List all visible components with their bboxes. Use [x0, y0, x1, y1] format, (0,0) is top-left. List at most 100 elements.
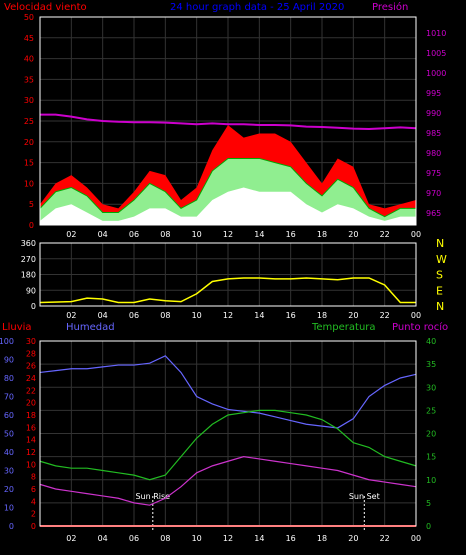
tick-label: 100	[0, 337, 14, 346]
tick-label: 30	[24, 96, 34, 105]
wind-direction-line	[39, 277, 416, 304]
tick-label: 10	[192, 534, 202, 543]
tick-label: 28	[26, 349, 36, 358]
tick-label: 10	[26, 460, 36, 469]
temperature-line	[39, 409, 417, 481]
tick-label: 00	[411, 230, 421, 239]
tick-label: 08	[160, 534, 170, 543]
tick-label: 35	[24, 75, 34, 84]
tick-label: 12	[223, 534, 233, 543]
tick-label: 15	[24, 159, 34, 168]
tick-label: 30	[4, 467, 14, 476]
tick-label: 12	[26, 448, 36, 457]
tick-label: 08	[160, 311, 170, 320]
tick-label: 5	[29, 200, 34, 209]
tick-label: 2	[31, 510, 36, 519]
tick-label: 22	[380, 230, 390, 239]
tick-label: 4	[31, 497, 36, 506]
tick-label: 26	[26, 362, 36, 371]
dewpoint-line	[39, 456, 417, 506]
plot-frame	[39, 16, 417, 226]
tick-label: 00	[411, 534, 421, 543]
tick-label: 14	[26, 436, 36, 445]
rain-axis-title: Lluvia	[2, 322, 32, 333]
tick-label: 975	[426, 169, 441, 178]
tick-label: 06	[129, 311, 139, 320]
tick-label: 24	[26, 374, 36, 383]
tick-label: 70	[4, 393, 14, 402]
tick-label: 16	[286, 534, 296, 543]
tick-label: 270	[21, 255, 36, 264]
tick-label: 980	[426, 149, 441, 158]
tick-label: 25	[24, 117, 34, 126]
tick-label: 00	[411, 311, 421, 320]
wind-average-line	[39, 157, 416, 218]
compass-label: N	[436, 300, 444, 313]
dewpoint-axis-title: Punto rocío	[392, 321, 448, 333]
humidity-axis-title: Humedad	[66, 322, 115, 333]
tick-label: 0	[31, 302, 36, 311]
tick-label: 02	[66, 534, 76, 543]
tick-label: 990	[426, 109, 441, 118]
tick-label: 20	[348, 534, 358, 543]
tick-label: 20	[426, 430, 436, 439]
tick-label: 6	[31, 485, 36, 494]
tick-label: 20	[26, 399, 36, 408]
tick-label: 08	[160, 230, 170, 239]
wind-speed-area	[40, 187, 416, 225]
compass-label: S	[436, 269, 443, 282]
tick-label: 180	[21, 271, 36, 280]
humidity-line	[39, 355, 417, 429]
tick-label: 20	[348, 311, 358, 320]
tick-label: 20	[4, 485, 14, 494]
pressure-axis-title: Presión	[372, 1, 408, 13]
tick-label: 1010	[426, 29, 446, 38]
tick-label: 40	[4, 448, 14, 457]
tick-label: 45	[24, 34, 34, 43]
tick-label: 5	[426, 499, 431, 508]
tick-label: 0	[9, 522, 14, 531]
tick-label: 12	[223, 230, 233, 239]
chart-title: 24 hour graph data - 25 April 2020	[170, 2, 344, 13]
temperature-axis-title: Temperatura	[311, 322, 376, 333]
tick-label: 12	[223, 311, 233, 320]
compass-label: E	[436, 284, 443, 297]
tick-label: 0	[31, 522, 36, 531]
tick-label: 10	[192, 311, 202, 320]
plot-frame	[39, 340, 417, 527]
tick-label: 20	[24, 138, 34, 147]
tick-label: 18	[26, 411, 36, 420]
tick-label: 04	[98, 311, 108, 320]
tick-label: 14	[254, 311, 264, 320]
plot-frame	[39, 242, 417, 307]
tick-label: 20	[348, 230, 358, 239]
tick-label: 970	[426, 189, 441, 198]
tick-label: 90	[26, 286, 36, 295]
tick-label: 04	[98, 534, 108, 543]
tick-label: 22	[380, 534, 390, 543]
tick-label: 360	[21, 239, 36, 248]
tick-label: 10	[4, 504, 14, 513]
tick-label: 18	[317, 534, 327, 543]
compass-label: W	[436, 253, 447, 266]
tick-label: 40	[24, 55, 34, 64]
tick-label: 1000	[426, 69, 446, 78]
tick-label: 50	[4, 430, 14, 439]
tick-label: 25	[426, 406, 436, 415]
tick-label: 10	[24, 179, 34, 188]
tick-label: 0	[426, 522, 431, 531]
tick-label: 40	[426, 337, 436, 346]
tick-label: 15	[426, 453, 436, 462]
tick-label: 16	[26, 423, 36, 432]
tick-label: 18	[317, 230, 327, 239]
tick-label: 965	[426, 209, 441, 218]
tick-label: 22	[26, 386, 36, 395]
tick-label: 04	[98, 230, 108, 239]
tick-label: 02	[66, 311, 76, 320]
tick-label: 1005	[426, 49, 446, 58]
tick-label: 22	[380, 311, 390, 320]
tick-label: 50	[24, 13, 34, 22]
